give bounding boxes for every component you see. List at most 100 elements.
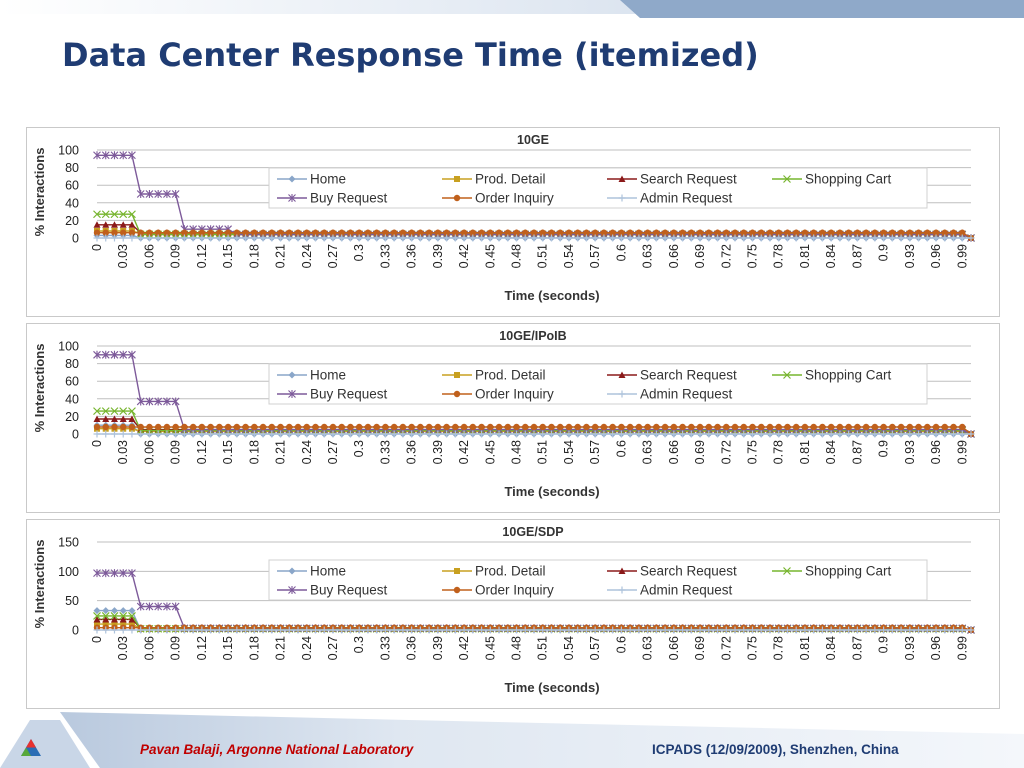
data-point	[373, 430, 381, 438]
data-point	[626, 229, 634, 236]
data-point	[880, 430, 888, 438]
x-tick-label: 0.12	[195, 244, 209, 268]
data-point	[329, 234, 337, 242]
data-point	[923, 234, 931, 242]
data-point	[530, 423, 538, 431]
data-point	[207, 626, 215, 634]
data-point	[679, 229, 686, 236]
data-point	[268, 234, 276, 242]
data-point	[102, 615, 110, 623]
legend-marker	[288, 586, 296, 594]
data-point	[504, 430, 512, 438]
data-point	[967, 234, 975, 242]
data-point	[215, 234, 223, 242]
data-point	[504, 234, 512, 242]
data-point	[146, 229, 153, 236]
x-tick-label: 0.99	[955, 440, 969, 464]
data-point	[583, 229, 590, 236]
x-tick-label: 0.54	[562, 244, 576, 268]
y-axis-title: % Interactions	[32, 148, 47, 237]
data-point	[425, 626, 433, 634]
data-point	[425, 229, 433, 236]
data-point	[705, 234, 713, 242]
data-point	[906, 234, 914, 242]
data-point	[408, 234, 416, 242]
data-point	[487, 229, 494, 236]
data-point	[871, 423, 879, 431]
x-tick-label: 0.51	[536, 244, 550, 268]
data-point	[670, 626, 678, 634]
data-point	[268, 626, 276, 634]
data-point	[582, 430, 590, 438]
data-point	[224, 430, 232, 438]
data-point	[154, 234, 162, 242]
y-tick-label: 60	[65, 375, 79, 389]
data-point	[574, 423, 581, 431]
x-tick-label: 0.03	[116, 440, 130, 464]
data-point	[766, 430, 774, 438]
x-tick-label: 0.15	[221, 440, 235, 464]
data-point	[251, 423, 258, 431]
data-point	[670, 234, 678, 242]
data-point	[574, 229, 581, 236]
data-point	[722, 234, 730, 242]
legend-entry: Shopping Cart	[805, 172, 892, 187]
data-point	[93, 415, 101, 423]
data-point	[888, 626, 896, 634]
data-point	[119, 415, 127, 423]
y-tick-label: 60	[65, 179, 79, 193]
data-point	[950, 423, 957, 431]
data-point	[714, 234, 722, 242]
y-tick-label: 80	[65, 161, 79, 175]
data-point	[259, 234, 267, 242]
data-point	[486, 626, 494, 634]
data-point	[137, 234, 145, 242]
data-point	[723, 423, 730, 431]
data-point	[958, 626, 966, 634]
data-point	[119, 210, 128, 219]
data-point	[504, 423, 511, 431]
x-tick-label: 0.9	[877, 244, 891, 261]
legend-entry: Order Inquiry	[475, 387, 554, 402]
x-tick-label: 0.99	[955, 244, 969, 268]
data-point	[294, 430, 302, 438]
data-point	[932, 626, 940, 634]
data-point	[93, 430, 101, 438]
data-point	[355, 430, 363, 438]
data-point	[897, 423, 905, 431]
data-point	[224, 234, 232, 242]
data-point	[853, 626, 861, 634]
legend-entry: Admin Request	[640, 583, 733, 598]
x-tick-label: 0.78	[772, 440, 786, 464]
data-point	[574, 626, 582, 634]
data-point	[180, 234, 188, 242]
data-point	[312, 423, 319, 431]
data-point	[714, 423, 721, 431]
data-point	[521, 234, 529, 242]
data-point	[609, 430, 617, 438]
data-point	[128, 569, 136, 578]
data-point	[626, 423, 634, 431]
y-tick-label: 150	[58, 536, 79, 550]
data-point	[923, 430, 931, 438]
data-point	[784, 229, 791, 236]
data-point	[382, 229, 389, 236]
data-point	[591, 229, 599, 236]
x-tick-label: 0.84	[824, 440, 838, 464]
data-point	[128, 430, 136, 438]
x-tick-label: 0.75	[746, 636, 760, 660]
y-tick-label: 20	[65, 410, 79, 424]
data-point	[705, 626, 713, 634]
x-tick-label: 0.33	[378, 636, 392, 660]
data-point	[967, 626, 975, 634]
data-point	[635, 234, 643, 242]
data-point	[793, 423, 800, 431]
data-point	[478, 229, 485, 236]
x-tick-label: 0.42	[457, 244, 471, 268]
data-point	[853, 234, 861, 242]
series-admin-request	[93, 626, 975, 634]
data-point	[154, 602, 163, 611]
data-point	[268, 430, 276, 438]
data-point	[871, 234, 879, 242]
data-point	[93, 626, 101, 634]
